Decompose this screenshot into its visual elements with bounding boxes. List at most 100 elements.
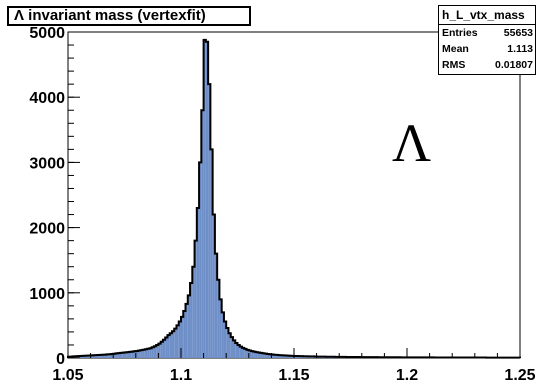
y-tick-label: 2000	[29, 221, 65, 238]
histogram-bar	[174, 328, 177, 358]
histogram-bar	[108, 354, 111, 358]
histogram-bar	[169, 333, 172, 358]
histogram-bar	[219, 299, 222, 358]
histogram-bar	[90, 355, 93, 358]
histogram-bar	[237, 344, 240, 358]
histogram-bar	[115, 353, 118, 358]
histogram-bar	[147, 348, 150, 358]
histogram-bar	[199, 162, 202, 358]
histogram-bar	[167, 335, 170, 358]
histogram-bar	[99, 354, 102, 358]
histogram-bar	[271, 354, 274, 358]
stats-label: RMS	[442, 59, 466, 71]
histogram-bar	[278, 355, 281, 358]
histogram-bar	[129, 351, 132, 358]
histogram-bar	[156, 344, 159, 358]
histogram-bar	[257, 352, 261, 358]
histogram-bar	[176, 325, 179, 358]
histogram-bar	[289, 355, 292, 358]
histogram-bar	[282, 355, 285, 358]
stats-box: h_L_vtx_mass Entries 55653 Mean 1.113 RM…	[438, 5, 536, 75]
histogram-bar	[160, 341, 163, 358]
stats-row-mean: Mean 1.113	[439, 41, 535, 57]
histogram-bar	[291, 355, 294, 358]
histogram-bar	[246, 349, 249, 358]
histogram-bar	[171, 331, 175, 358]
histogram-bar	[196, 208, 200, 358]
histogram-bar	[235, 343, 238, 358]
histogram-bar	[101, 354, 105, 358]
histogram-bar	[221, 312, 224, 358]
histogram-bar	[253, 351, 256, 358]
histogram-bar	[126, 352, 130, 358]
histogram-bar	[97, 355, 100, 358]
histogram-bar	[203, 39, 206, 358]
histogram-bar	[294, 355, 297, 358]
histogram-bar	[153, 346, 157, 358]
histogram-bar	[86, 355, 89, 358]
histogram-bar	[185, 303, 188, 358]
histogram-bar	[194, 240, 197, 358]
histogram-bar	[144, 349, 148, 358]
stats-name: h_L_vtx_mass	[439, 6, 535, 25]
histogram-bar	[201, 110, 204, 359]
histogram-bar	[242, 347, 245, 358]
histogram-bar	[119, 352, 123, 358]
histogram-bar	[192, 266, 195, 358]
histogram-bar	[104, 354, 107, 358]
histogram-bar	[151, 347, 154, 358]
histogram-bar	[165, 337, 168, 358]
histogram-bar	[133, 351, 136, 358]
stats-value: 0.01807	[495, 59, 533, 71]
stats-label: Mean	[442, 43, 469, 55]
histogram-bar	[273, 354, 276, 358]
x-tick-label: 1.2	[396, 367, 418, 384]
histogram-bar	[110, 353, 114, 358]
stats-row-entries: Entries 55653	[439, 25, 535, 41]
histogram-bar	[251, 351, 254, 358]
histogram-bar	[212, 214, 215, 358]
histogram-bar	[140, 350, 143, 358]
y-tick-label: 3000	[29, 155, 65, 172]
lambda-annotation: Λ	[392, 113, 432, 173]
histogram-bar	[122, 352, 125, 358]
histogram-bar	[226, 328, 229, 358]
histogram-bar	[269, 354, 272, 358]
histogram-bar	[266, 353, 270, 358]
histogram-bar	[113, 353, 116, 358]
histogram-bar	[162, 339, 166, 358]
histogram-bar	[138, 350, 141, 358]
histogram-bar	[88, 355, 91, 358]
y-tick-label: 5000	[29, 25, 65, 42]
histogram-bar	[208, 84, 211, 358]
histogram-bar	[205, 41, 209, 358]
x-tick-label: 1.15	[278, 367, 309, 384]
stats-value: 1.113	[507, 43, 533, 55]
histogram-bar	[183, 311, 186, 358]
histogram-bar	[284, 355, 288, 358]
histogram-bar	[92, 355, 96, 358]
y-tick-label: 1000	[29, 286, 65, 303]
histogram-bar	[217, 279, 220, 358]
histogram-outline	[67, 38, 521, 359]
stats-label: Entries	[442, 27, 478, 39]
histogram-bar	[124, 352, 127, 358]
histogram-bar	[83, 355, 87, 358]
histogram-bar	[262, 353, 265, 358]
y-tick-label: 4000	[29, 90, 65, 107]
histogram-bar	[117, 353, 120, 358]
histogram-bar	[210, 149, 213, 358]
stats-row-rms: RMS 0.01807	[439, 57, 535, 73]
histogram-bar	[178, 321, 181, 358]
histogram-bar	[214, 253, 218, 358]
histogram-bar	[223, 321, 227, 358]
histogram-bar	[287, 355, 290, 358]
histogram-bar	[131, 351, 134, 358]
histogram-bar	[81, 355, 84, 358]
stats-value: 55653	[503, 27, 533, 39]
histogram-bar	[239, 346, 243, 358]
histogram-bar	[280, 355, 283, 358]
x-tick-label: 1.05	[52, 367, 83, 384]
